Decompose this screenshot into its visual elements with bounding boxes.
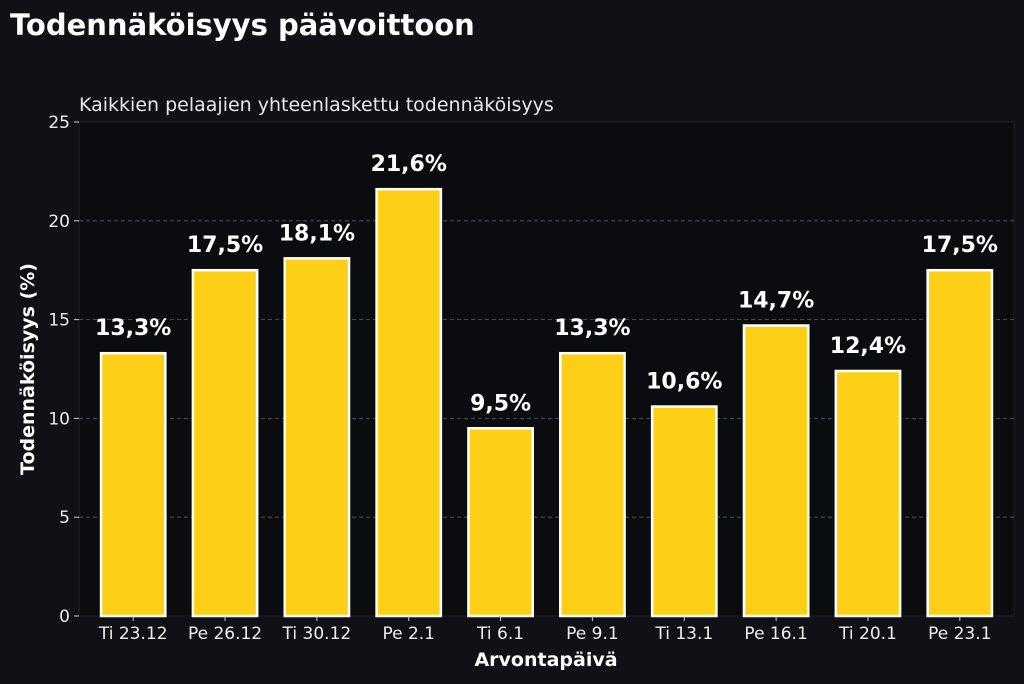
bar	[375, 187, 443, 618]
x-tick-label: Pe 16.1	[744, 624, 807, 644]
bar	[834, 369, 902, 618]
data-label: 17,5%	[187, 233, 263, 258]
x-tick-label: Pe 9.1	[566, 624, 619, 644]
bar	[191, 268, 259, 618]
y-tick-label: 20	[48, 212, 70, 232]
chart-subtitle: Kaikkien pelaajien yhteenlaskettu todenn…	[79, 94, 554, 116]
data-label: 9,5%	[470, 391, 531, 416]
bar	[742, 324, 810, 618]
x-tick-label: Ti 23.12	[98, 624, 168, 644]
x-axis-label: Arvontapäivä	[474, 649, 617, 671]
y-tick-label: 5	[59, 508, 70, 528]
data-label: 13,3%	[554, 316, 630, 341]
chart-title: Todennäköisyys päävoittoon	[10, 8, 475, 42]
bar	[283, 257, 351, 618]
data-label: 12,4%	[830, 334, 906, 359]
data-label: 10,6%	[646, 370, 722, 395]
data-label: 21,6%	[371, 152, 447, 177]
x-tick-label: Pe 26.12	[188, 624, 262, 644]
x-tick-label: Ti 20.1	[838, 624, 897, 644]
bar	[467, 427, 534, 618]
y-tick-label: 15	[48, 311, 70, 331]
y-tick-label: 10	[48, 409, 70, 429]
data-label: 18,1%	[279, 221, 355, 246]
data-label: 14,7%	[738, 289, 814, 314]
x-tick-label: Ti 6.1	[476, 624, 524, 644]
bar	[559, 351, 626, 618]
y-tick-label: 25	[48, 113, 70, 133]
bar	[99, 351, 167, 618]
data-label: 13,3%	[95, 316, 171, 341]
bar	[650, 405, 718, 618]
y-tick-label: 0	[59, 607, 70, 627]
x-tick-label: Ti 30.12	[282, 624, 352, 644]
y-axis-label: Todennäköisyys (%)	[17, 263, 39, 475]
x-tick-label: Ti 13.1	[654, 624, 713, 644]
x-tick-label: Pe 2.1	[382, 624, 435, 644]
x-tick-label: Pe 23.1	[928, 624, 991, 644]
bar	[926, 268, 994, 618]
data-label: 17,5%	[922, 233, 998, 258]
